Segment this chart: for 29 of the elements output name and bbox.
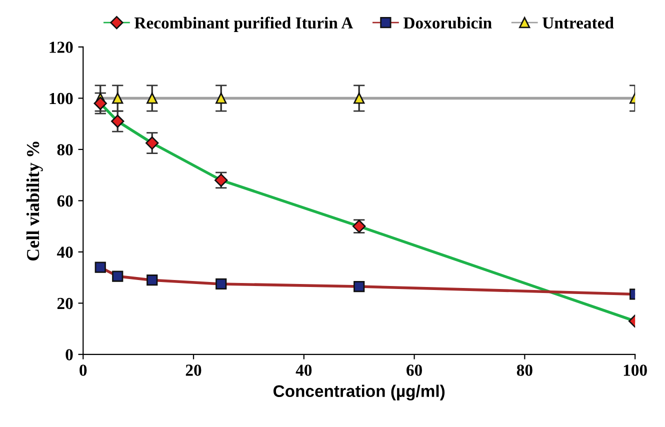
- legend-label: Untreated: [542, 16, 614, 29]
- x-tick-label: 40: [296, 364, 312, 376]
- x-tick-label: 80: [516, 364, 532, 376]
- point: [146, 274, 158, 286]
- y-tick-label: 20: [57, 298, 73, 310]
- x-tick-label: 60: [406, 364, 422, 376]
- y-tick-label: 100: [50, 92, 73, 104]
- x-axis-title: Concentration (µg/ml): [274, 384, 445, 400]
- y-tick-label: 80: [57, 144, 73, 156]
- y-tick-label: 120: [50, 42, 73, 53]
- point: [216, 278, 227, 290]
- point: [216, 92, 227, 104]
- legend-label: Doxorubicin: [403, 16, 492, 29]
- point: [146, 92, 158, 104]
- legend-label: Recombinant purified Iturin A: [134, 16, 354, 32]
- point: [111, 114, 124, 128]
- y-tick-label: 60: [57, 195, 73, 207]
- y-tick-label: 0: [66, 349, 73, 360]
- y-axis-title: Cell viability %: [26, 142, 43, 260]
- x-tick-label: 20: [186, 364, 202, 376]
- x-tick-label: 100: [624, 364, 647, 376]
- y-tick-label: 40: [56, 246, 73, 258]
- x-tick-label: 0: [80, 364, 87, 376]
- point: [94, 262, 106, 273]
- point: [354, 280, 365, 292]
- point: [146, 136, 159, 150]
- point: [112, 270, 124, 282]
- point: [354, 92, 365, 104]
- point: [112, 92, 124, 104]
